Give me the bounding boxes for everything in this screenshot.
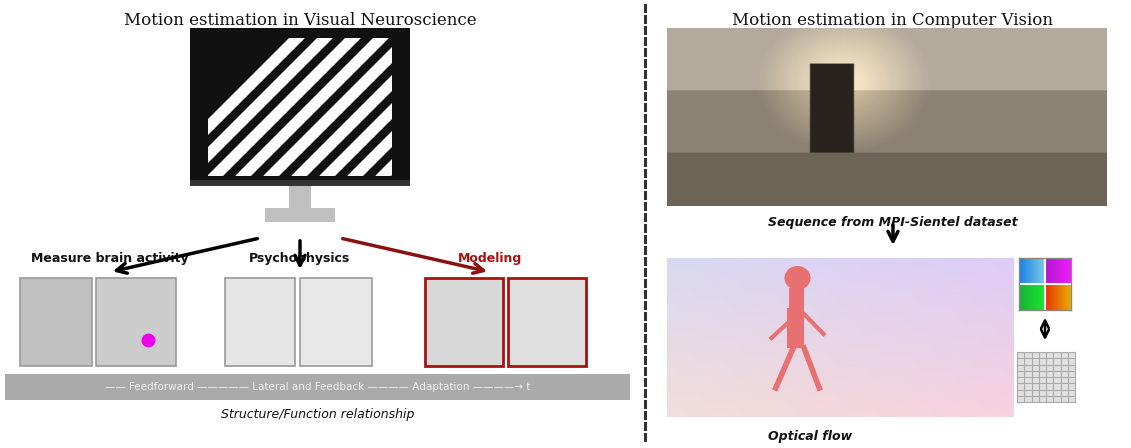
Text: Structure/Function relationship: Structure/Function relationship	[222, 408, 415, 421]
Bar	[225, 278, 295, 366]
Bar	[5, 374, 630, 400]
Bar	[300, 278, 372, 366]
Bar	[20, 278, 92, 366]
Text: Measure brain activity: Measure brain activity	[32, 252, 189, 265]
Bar	[508, 278, 586, 366]
Bar	[425, 278, 503, 366]
Bar	[190, 180, 411, 186]
Text: Motion estimation in Computer Vision: Motion estimation in Computer Vision	[733, 12, 1053, 29]
Bar	[96, 278, 176, 366]
Bar	[290, 186, 311, 208]
Bar	[265, 208, 335, 222]
Text: Sequence from MPI-Sientel dataset: Sequence from MPI-Sientel dataset	[768, 216, 1018, 229]
Text: —— Feedforward ————— Lateral and Feedback ———— Adaptation ————→ t: —— Feedforward ————— Lateral and Feedbac…	[105, 382, 530, 392]
Text: Psychophysics: Psychophysics	[249, 252, 351, 265]
Text: Motion estimation in Visual Neuroscience: Motion estimation in Visual Neuroscience	[123, 12, 476, 29]
Text: Modeling: Modeling	[458, 252, 523, 265]
Bar	[190, 28, 411, 186]
Text: Optical flow: Optical flow	[768, 430, 852, 443]
